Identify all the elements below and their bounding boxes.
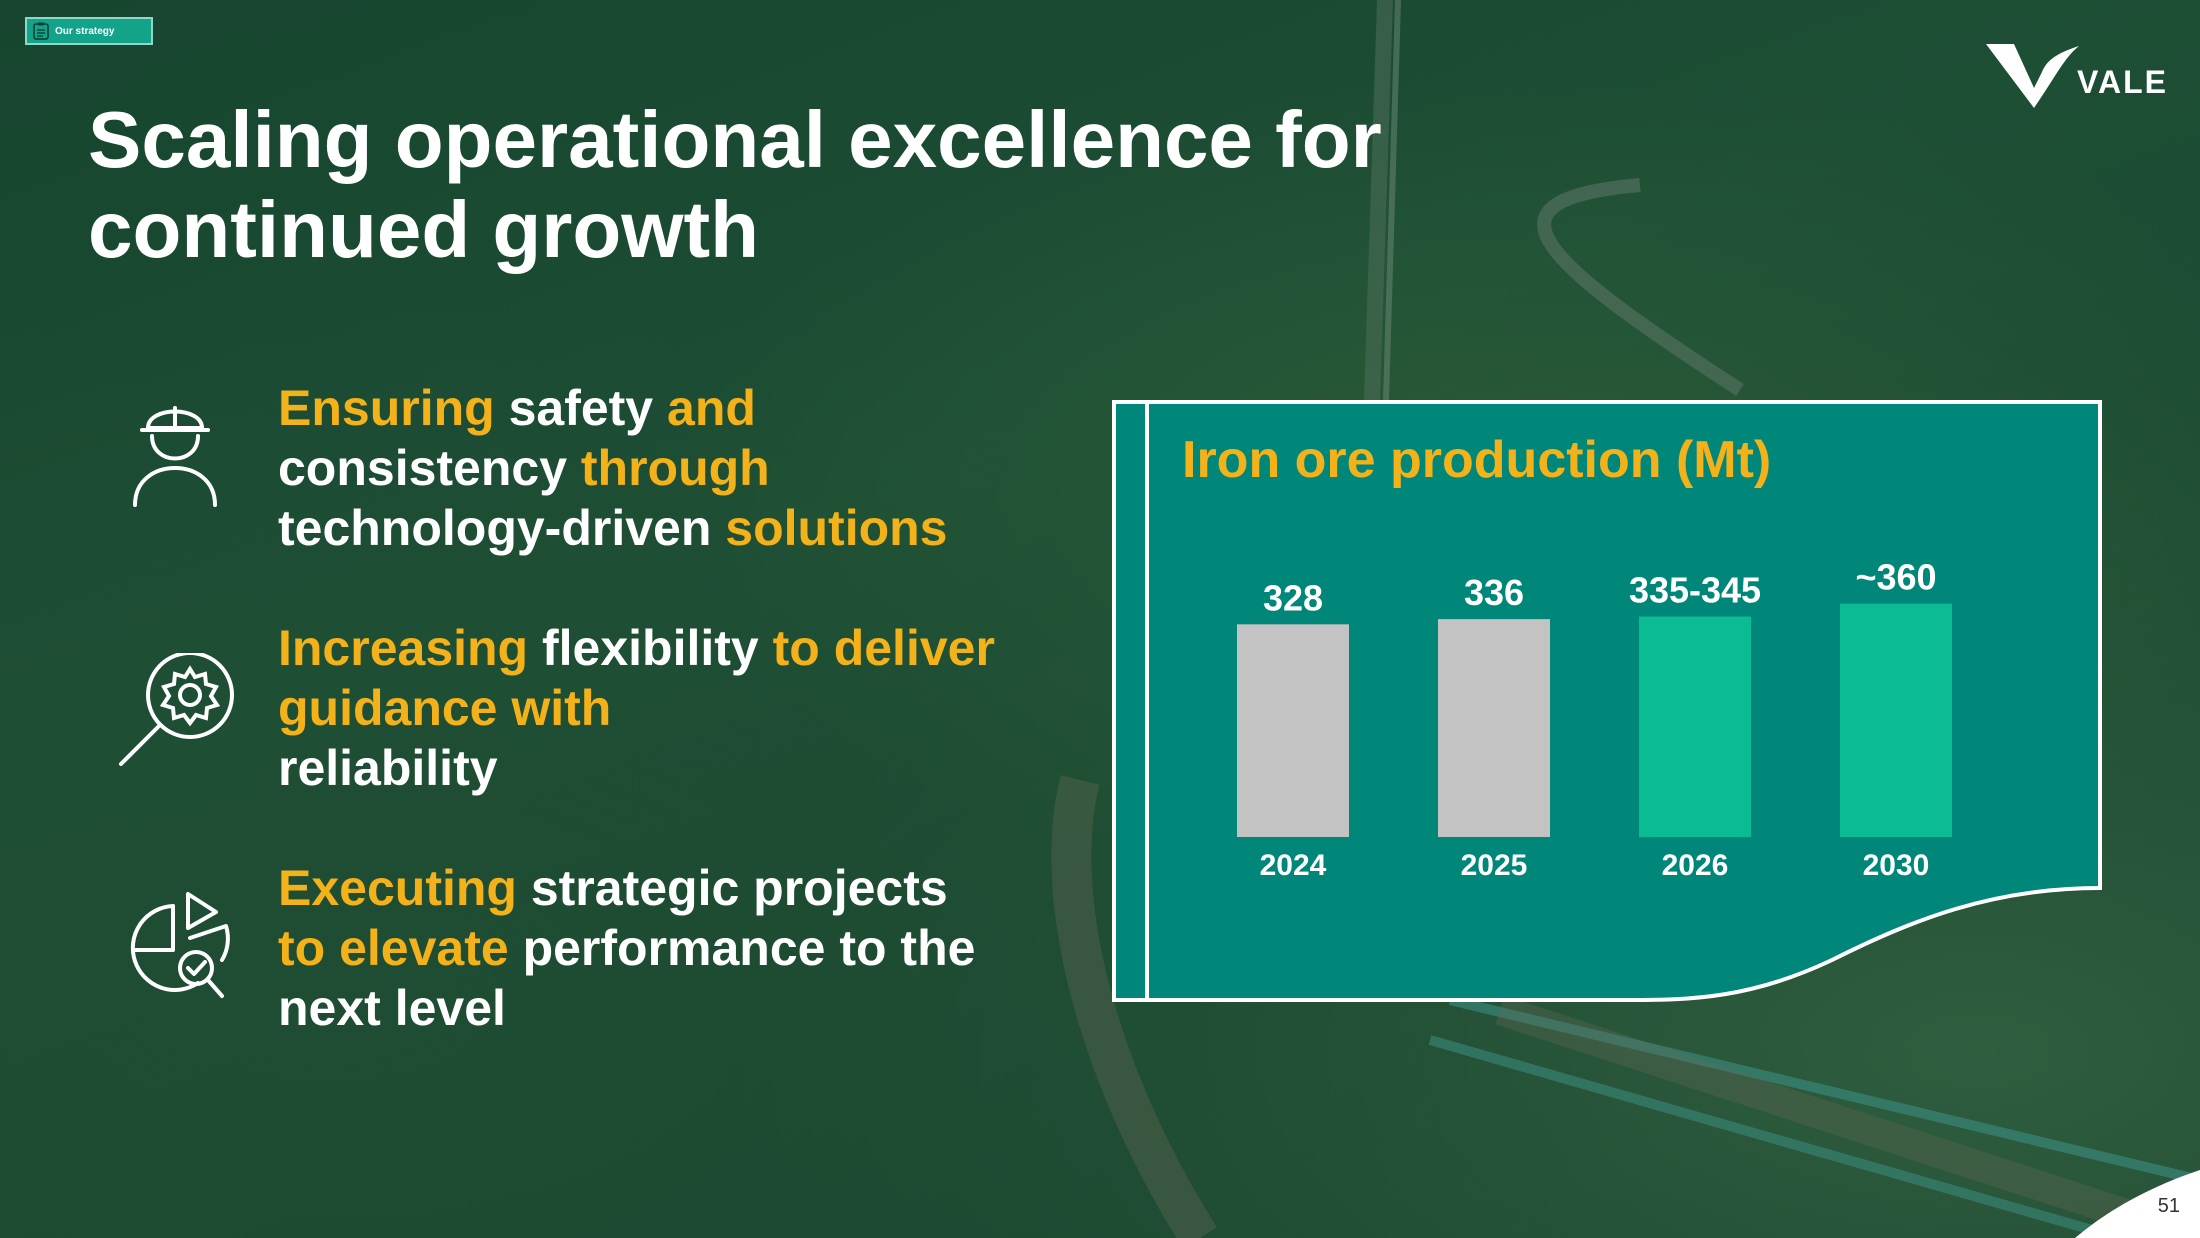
bar-2026: [1639, 616, 1751, 837]
feature-safety-text-7: solutions: [725, 500, 948, 556]
feature-safety-text-1: Ensuring: [278, 380, 495, 436]
feature-flexibility-text-1: Increasing: [278, 620, 529, 676]
feature-safety-text-4: consistency: [278, 440, 581, 496]
bar-2025: [1438, 619, 1550, 837]
bar-2030: [1840, 603, 1952, 837]
pie-chart-check-icon: [130, 892, 230, 998]
feature-projects: Executing strategic projects to elevate …: [110, 858, 1010, 1048]
feature-safety: Ensuring safety and consistency through te…: [110, 378, 1010, 568]
gear-magnifier-icon: [119, 653, 234, 766]
page-title-line1: Scaling operational excellence for: [88, 95, 1382, 184]
feature-safety-text-3: and: [667, 380, 756, 436]
feature-projects-text-2: strategic projects: [516, 860, 948, 916]
production-chart-card: Iron ore production (Mt) 328 2024 336 2025 3…: [1112, 400, 2102, 1002]
value-label-2026: 335-345: [1629, 570, 1761, 611]
feature-flexibility-text-2: flexibility: [528, 620, 773, 676]
feature-safety-text: Ensuring safety and consistency through te…: [278, 378, 1018, 558]
section-badge-label: Our strategy: [55, 25, 115, 37]
value-label-2024: 328: [1263, 577, 1323, 618]
chart-title: Iron ore production (Mt): [1182, 431, 1772, 489]
page-title-line2: continued growth: [88, 185, 760, 274]
vale-logo-text: VALE: [2077, 64, 2168, 100]
feature-projects-text: Executing strategic projects to elevate …: [278, 858, 1018, 1038]
feature-safety-text-2: safety: [494, 380, 668, 436]
section-badge[interactable]: Our strategy: [25, 17, 153, 45]
feature-projects-text-1: Executing: [278, 860, 517, 916]
worker-helmet-icon: [133, 406, 217, 507]
feature-safety-text-5: through: [580, 440, 770, 496]
feature-flexibility-text: Increasing flexibility to deliver guidan…: [278, 618, 1018, 798]
x-tick-2026: 2026: [1662, 849, 1729, 882]
feature-flexibility-text-3: to deliver guidance with: [278, 620, 995, 736]
x-tick-2025: 2025: [1461, 849, 1528, 882]
value-label-2030: ~360: [1855, 557, 1936, 598]
clipboard-icon: [33, 22, 49, 40]
value-label-2025: 336: [1464, 572, 1524, 613]
bar-chart: 328 2024 336 2025 335-345 2026 ~360 2030: [1237, 557, 1952, 882]
page-title: Scaling operational excellence for conti…: [88, 95, 1448, 275]
feature-projects-text-3: to elevate: [278, 920, 509, 976]
feature-flexibility: Increasing flexibility to deliver guidan…: [110, 618, 1010, 808]
bar-2024: [1237, 624, 1349, 837]
x-tick-2030: 2030: [1863, 849, 1930, 882]
vale-logo-icon: [1986, 44, 2079, 108]
page-number: 51: [2157, 1195, 2180, 1217]
feature-flexibility-text-4: reliability: [278, 740, 498, 796]
feature-safety-text-6: technology-driven: [278, 500, 726, 556]
x-tick-2024: 2024: [1260, 849, 1327, 882]
feature-projects-text-4: performance to the next level: [278, 920, 976, 1036]
chart-card-frame: [1112, 400, 2102, 1002]
